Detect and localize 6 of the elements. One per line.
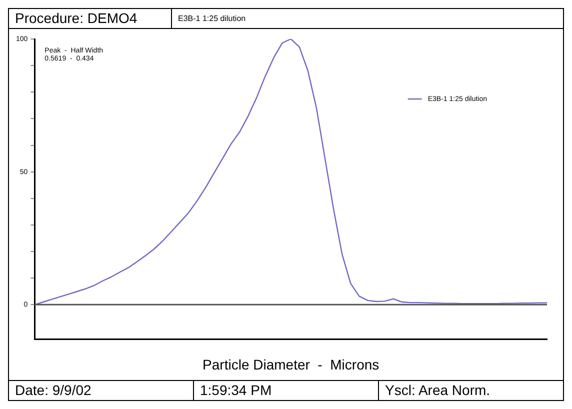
x-axis-title: Particle Diameter - Microns: [202, 356, 380, 372]
text: 1:59:34 PM: [194, 381, 379, 400]
chart-title: Procedure: DEMO4: [9, 9, 172, 28]
text: Yscl: Area Norm.: [384, 381, 492, 400]
text: Date: 9/9/02: [9, 381, 194, 400]
chart-subtitle: E3B-1 1:25 dilution: [177, 13, 247, 25]
